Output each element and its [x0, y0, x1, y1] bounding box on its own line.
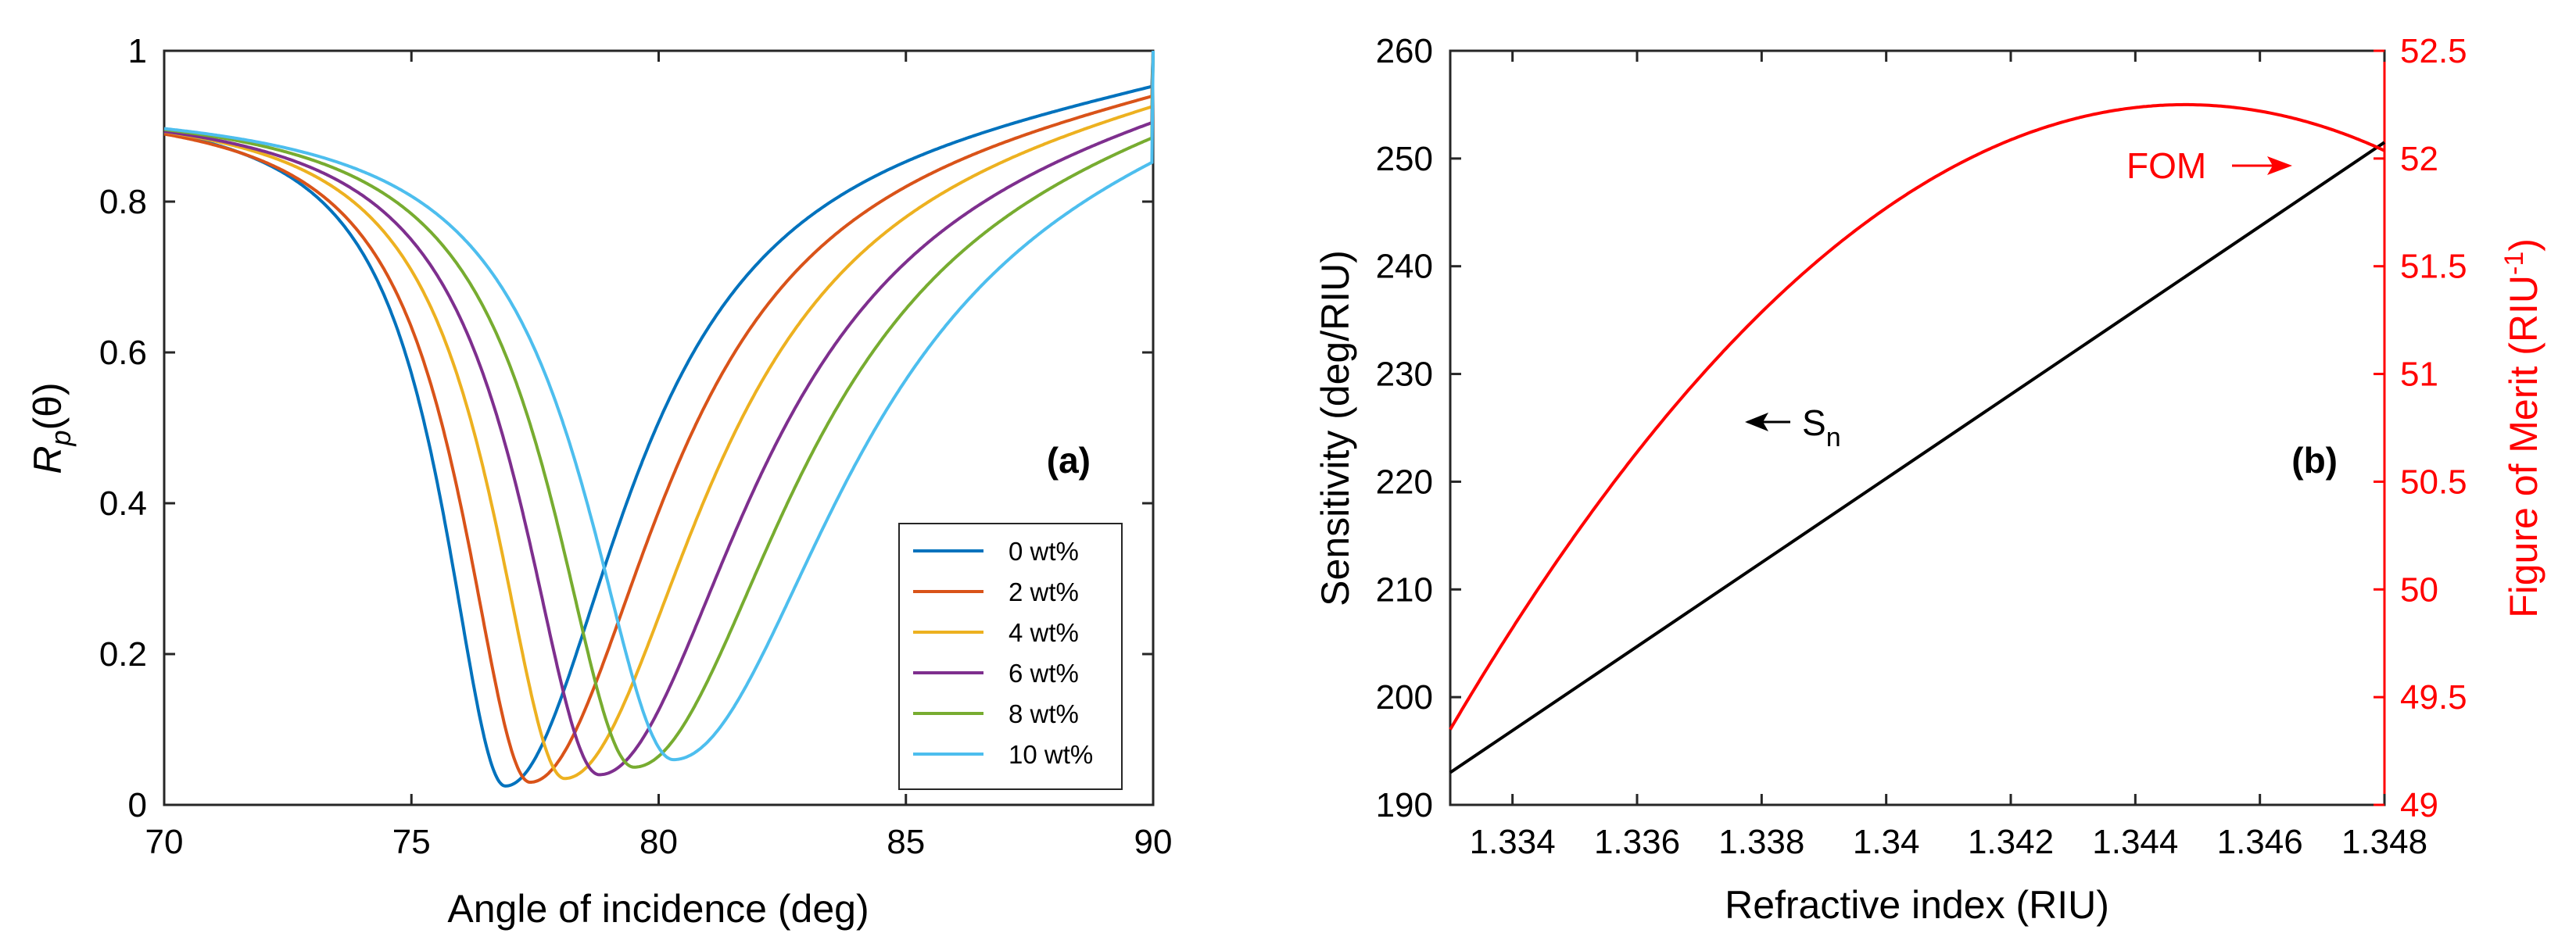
- x-tick-label-b: 1.342: [1968, 823, 2054, 861]
- x-axis-label-a: Angle of incidence (deg): [447, 887, 869, 931]
- y-axis-label-b: Sensitivity (deg/RIU): [1313, 250, 1357, 606]
- y-tick-label-b: 240: [1376, 248, 1433, 286]
- y-tick-label-b: 250: [1376, 140, 1433, 178]
- fom-annotation: FOM: [2126, 145, 2292, 186]
- y-tick-label-a: 0.8: [99, 183, 147, 221]
- sn-arrowhead: [1745, 413, 1768, 431]
- y2-axis-label-b: Figure of Merit (RIU-1): [2499, 238, 2546, 618]
- x-tick-label-b: 1.338: [1718, 823, 1804, 861]
- legend-label: 2 wt%: [1009, 577, 1079, 606]
- x-tick-label-a: 85: [887, 823, 925, 861]
- y-tick-label-b: 230: [1376, 356, 1433, 394]
- x-tick-label-a: 80: [640, 823, 678, 861]
- y-tick-label-b: 260: [1376, 32, 1433, 70]
- legend-box: [898, 523, 1123, 790]
- y2-tick-label-b: 49.5: [2400, 678, 2467, 717]
- x-tick-label-b: 1.336: [1594, 823, 1680, 861]
- series-line-10-wt-: [163, 50, 1155, 762]
- legend-label: 6 wt%: [1009, 659, 1079, 688]
- series-line-2-wt-: [163, 50, 1155, 784]
- y-tick-label-a: 0.2: [99, 635, 147, 674]
- y2-tick-label-b: 52.5: [2400, 32, 2467, 70]
- legend-label: 4 wt%: [1009, 618, 1079, 647]
- series-line-4-wt-: [163, 50, 1155, 781]
- y-tick-label-b: 220: [1376, 463, 1433, 501]
- y-tick-label-a: 0: [128, 786, 147, 824]
- x-tick-label-b: 1.334: [1470, 823, 1556, 861]
- x-tick-label-b: 1.344: [2092, 823, 2178, 861]
- y2-tick-label-b: 52: [2400, 140, 2438, 178]
- panel-label-b: (b): [2291, 440, 2338, 481]
- legend-label: 0 wt%: [1009, 537, 1079, 566]
- series-b: [1449, 102, 2386, 774]
- x-tick-label-a: 75: [392, 823, 431, 861]
- y2-tick-label-b: 49: [2400, 786, 2438, 824]
- series-line-0-wt-: [163, 50, 1155, 788]
- y-tick-label-a: 1: [128, 32, 147, 70]
- x-tick-label-b: 1.348: [2341, 823, 2427, 861]
- x-tick-label-a: 70: [145, 823, 184, 861]
- y2-tick-label-b: 50: [2400, 570, 2438, 609]
- panel-b: 1.334 1.336 1.338 1.34 1.342 1.344 1.346 1.348 1…: [1313, 32, 2546, 927]
- y-axis-label-a: Rp(θ): [26, 382, 77, 474]
- legend-label: 10 wt%: [1009, 740, 1093, 769]
- series-line-8-wt-: [163, 50, 1155, 769]
- legend-label: 8 wt%: [1009, 699, 1079, 728]
- plot-area-b: [1449, 49, 2386, 806]
- sn-annotation: Sn: [1745, 402, 1841, 452]
- ticks-b: 1.334 1.336 1.338 1.34 1.342 1.344 1.346 1.348 1…: [1376, 32, 2467, 861]
- y-tick-label-a: 0.4: [99, 484, 147, 523]
- sn-label: Sn: [1802, 402, 1841, 452]
- y2-tick-label-b: 51: [2400, 356, 2438, 394]
- fom-curve: [1449, 102, 2385, 731]
- y2-tick-label-b: 51.5: [2400, 248, 2467, 286]
- y-tick-label-b: 210: [1376, 570, 1433, 609]
- fom-arrowhead: [2267, 156, 2292, 175]
- x-tick-label-b: 1.346: [2217, 823, 2303, 861]
- y-tick-label-b: 200: [1376, 678, 1433, 717]
- x-ticks-a: 70 75 80 85 90 0 0.2 0.4 0.6 0.8 1: [99, 32, 1173, 861]
- x-axis-label-b: Refractive index (RIU): [1725, 883, 2109, 927]
- series-line-6-wt-: [163, 50, 1155, 777]
- panel-a: 70 75 80 85 90 0 0.2 0.4 0.6 0.8 1 (a) Angle of in…: [26, 32, 1172, 931]
- y-tick-label-b: 190: [1376, 786, 1433, 824]
- x-tick-label-b: 1.34: [1853, 823, 1920, 861]
- sensitivity-line: [1449, 141, 2386, 774]
- panel-label-a: (a): [1047, 440, 1091, 481]
- series-a: [163, 50, 1155, 788]
- y2-tick-label-b: 50.5: [2400, 463, 2467, 501]
- legend: 0 wt% 2 wt% 4 wt% 6 wt% 8 wt% 10 wt%: [898, 523, 1123, 790]
- fom-label: FOM: [2126, 145, 2206, 186]
- x-tick-label-a: 90: [1134, 823, 1173, 861]
- y-tick-label-a: 0.6: [99, 334, 147, 372]
